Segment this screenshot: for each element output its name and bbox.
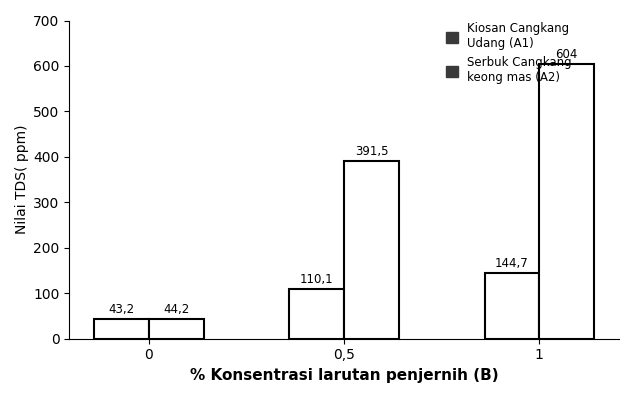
Bar (344, 161, 399, 339)
Bar (540, 64, 594, 339)
Text: 44,2: 44,2 (163, 303, 190, 316)
X-axis label: % Konsentrasi larutan penjernih (B): % Konsentrasi larutan penjernih (B) (190, 368, 498, 383)
Text: 144,7: 144,7 (495, 257, 529, 270)
Text: 604: 604 (555, 49, 578, 61)
Bar (149, 319, 204, 339)
Legend: Kiosan Cangkang
Udang (A1), Serbuk Cangkang
keong mas (A2): Kiosan Cangkang Udang (A1), Serbuk Cangk… (444, 20, 574, 87)
Bar (94, 319, 149, 339)
Text: 110,1: 110,1 (300, 273, 333, 286)
Bar (290, 289, 344, 339)
Text: 391,5: 391,5 (354, 145, 388, 158)
Bar (484, 273, 540, 339)
Text: 43,2: 43,2 (108, 303, 134, 316)
Y-axis label: Nilai TDS( ppm): Nilai TDS( ppm) (15, 125, 29, 234)
